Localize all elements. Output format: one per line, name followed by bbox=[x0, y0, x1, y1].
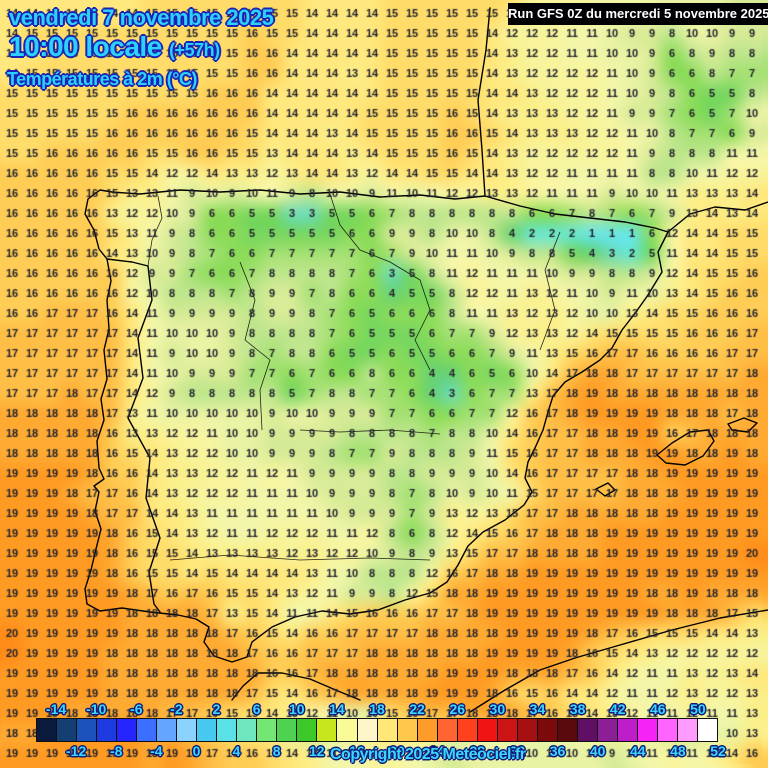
scale-color-cell bbox=[678, 719, 699, 741]
scale-color-cell bbox=[97, 719, 118, 741]
scale-color-cell bbox=[437, 719, 458, 741]
scale-tick-label: 42 bbox=[609, 701, 626, 717]
scale-color-cell bbox=[357, 719, 378, 741]
scale-tick-label: -4 bbox=[150, 743, 163, 759]
scale-color-cell bbox=[698, 719, 718, 741]
scale-color-cell bbox=[337, 719, 358, 741]
scale-color-cell bbox=[557, 719, 578, 741]
scale-tick-label: -8 bbox=[110, 743, 123, 759]
scale-tick-label: 48 bbox=[670, 743, 686, 759]
scale-tick-label: -14 bbox=[45, 701, 67, 717]
scale-tick-label: 16 bbox=[349, 743, 365, 759]
scale-color-cell bbox=[177, 719, 198, 741]
copyright-watermark: Copyright 2025 Meteociel.fr bbox=[330, 746, 526, 763]
scale-tick-label: -12 bbox=[65, 743, 87, 759]
scale-tick-label: 0 bbox=[192, 743, 201, 759]
scale-color-cell bbox=[377, 719, 398, 741]
scale-color-cell bbox=[577, 719, 598, 741]
scale-color-cell bbox=[257, 719, 278, 741]
scale-tick-label: 40 bbox=[589, 743, 606, 759]
scale-color-cell bbox=[477, 719, 498, 741]
scale-tick-label: 44 bbox=[629, 743, 646, 759]
model-run-info-bar: Run GFS 0Z du mercredi 5 novembre 2025 bbox=[508, 3, 768, 25]
scale-color-cell bbox=[317, 719, 338, 741]
scale-color-cell bbox=[597, 719, 618, 741]
scale-tick-label: 28 bbox=[469, 743, 486, 759]
scale-tick-label: 4 bbox=[232, 743, 241, 759]
scale-tick-label: -6 bbox=[130, 701, 143, 717]
scale-color-cell bbox=[117, 719, 138, 741]
scale-tick-label: 52 bbox=[710, 743, 726, 759]
scale-color-cell bbox=[217, 719, 238, 741]
scale-tick-label: 2 bbox=[212, 701, 221, 717]
scale-color-cell bbox=[517, 719, 538, 741]
scale-color-cell bbox=[77, 719, 98, 741]
scale-tick-label: 50 bbox=[690, 701, 706, 717]
scale-tick-label: 24 bbox=[429, 743, 445, 759]
scale-tick-label: 18 bbox=[369, 701, 385, 717]
scale-color-cell bbox=[37, 719, 58, 741]
scale-tick-label: 36 bbox=[549, 743, 566, 759]
scale-color-cell bbox=[417, 719, 438, 741]
scale-color-cell bbox=[457, 719, 478, 741]
scale-tick-label: 34 bbox=[529, 701, 546, 717]
scale-tick-label: -10 bbox=[86, 701, 107, 717]
scale-tick-label: 38 bbox=[569, 701, 586, 717]
scale-color-cell bbox=[397, 719, 418, 741]
scale-color-cell bbox=[277, 719, 298, 741]
scale-color-cell bbox=[537, 719, 558, 741]
scale-tick-label: 26 bbox=[449, 701, 466, 717]
temperature-color-scale bbox=[36, 718, 718, 742]
parameter-subtitle: Températures à 2m (°C) bbox=[7, 69, 197, 89]
scale-color-cell bbox=[497, 719, 518, 741]
local-time-title: 10:00 locale (+57h) bbox=[9, 31, 220, 63]
scale-tick-label: 32 bbox=[509, 743, 526, 759]
scale-tick-label: 14 bbox=[329, 701, 345, 717]
scale-tick-label: 30 bbox=[489, 701, 506, 717]
scale-tick-label: 8 bbox=[272, 743, 281, 759]
scale-color-cell bbox=[197, 719, 218, 741]
local-time-text: 10:00 locale bbox=[9, 31, 162, 62]
date-title: vendredi 7 novembre 2025 bbox=[9, 5, 274, 30]
scale-tick-label: 10 bbox=[288, 701, 305, 717]
scale-tick-label: 12 bbox=[309, 743, 325, 759]
scale-tick-label: 6 bbox=[252, 701, 261, 717]
scale-color-cell bbox=[57, 719, 78, 741]
scale-tick-label: -2 bbox=[170, 701, 183, 717]
scale-color-cell bbox=[237, 719, 258, 741]
scale-color-cell bbox=[297, 719, 318, 741]
scale-tick-label: 46 bbox=[650, 701, 666, 717]
scale-tick-label: 20 bbox=[389, 743, 405, 759]
scale-color-cell bbox=[617, 719, 638, 741]
scale-color-cell bbox=[657, 719, 678, 741]
scale-color-cell bbox=[137, 719, 158, 741]
scale-tick-label: 22 bbox=[409, 701, 425, 717]
forecast-offset-badge: (+57h) bbox=[169, 40, 220, 60]
scale-color-cell bbox=[157, 719, 178, 741]
scale-color-cell bbox=[637, 719, 658, 741]
